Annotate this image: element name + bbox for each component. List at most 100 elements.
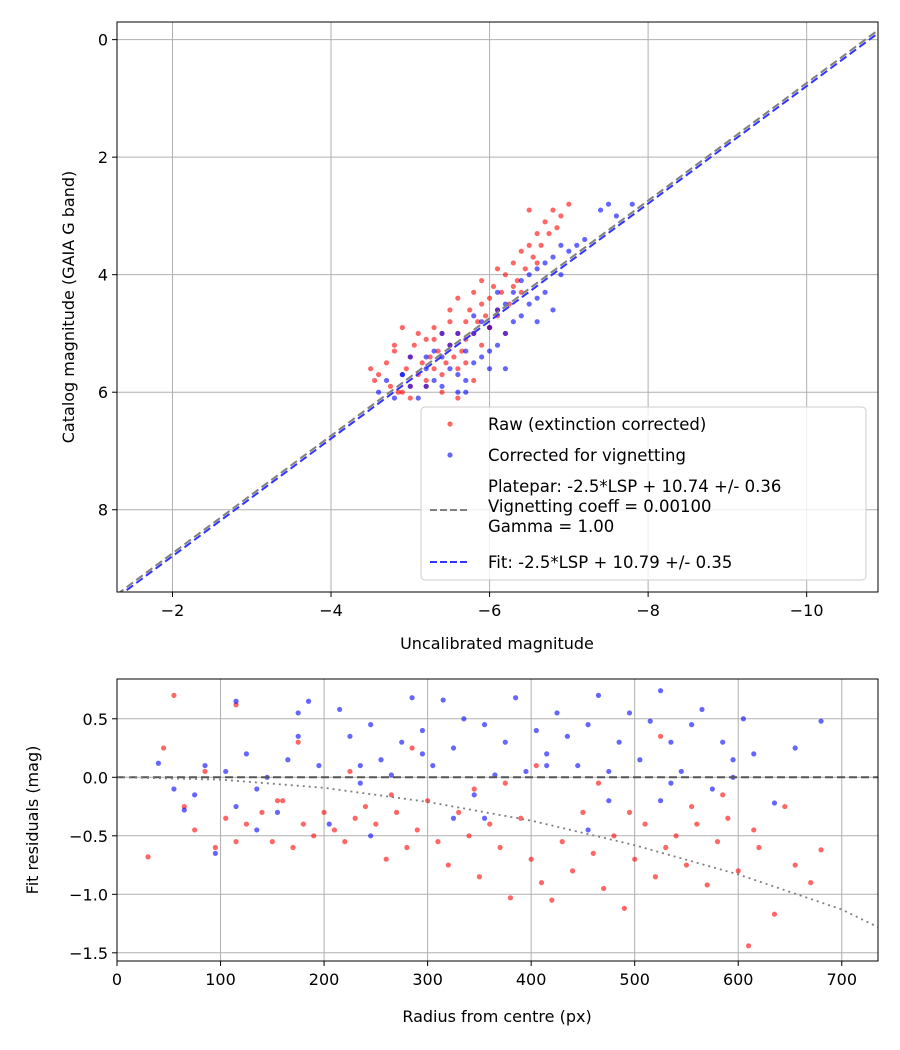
bottom-point-raw: [192, 827, 198, 833]
top-point-corrected: [463, 377, 469, 384]
bottom-point-raw: [145, 854, 151, 860]
bottom-point-corrected: [740, 716, 747, 722]
bottom-point-raw: [751, 827, 757, 833]
top-y-tick-label: 6: [98, 383, 108, 402]
bottom-point-raw: [476, 874, 482, 880]
top-point-corrected: [518, 313, 524, 319]
top-point-corrected: [479, 319, 485, 325]
top-point-corrected: [407, 354, 413, 360]
top-point-corrected: [471, 313, 477, 319]
bottom-point-raw: [373, 821, 379, 827]
bottom-point-corrected: [668, 739, 674, 745]
legend-marker-raw: [447, 421, 453, 427]
bottom-point-corrected: [357, 762, 363, 769]
bottom-line-3: [117, 776, 878, 928]
top-point-raw: [526, 242, 532, 248]
top-point-raw: [510, 260, 516, 266]
top-point-corrected: [526, 272, 532, 278]
bottom-point-corrected: [492, 772, 498, 778]
top-point-corrected: [455, 371, 461, 378]
bottom-point-corrected: [440, 697, 446, 703]
top-point-raw: [411, 342, 417, 348]
top-point-corrected: [526, 301, 532, 307]
legend-marker-corrected: [447, 452, 453, 458]
top-point-raw: [471, 377, 477, 384]
bottom-point-corrected: [471, 792, 477, 798]
bottom-point-corrected: [409, 695, 415, 701]
top-point-corrected: [510, 289, 516, 295]
top-point-raw: [375, 371, 382, 378]
top-point-raw: [494, 266, 501, 272]
bottom-point-raw: [259, 809, 265, 815]
bottom-point-corrected: [657, 798, 664, 804]
bottom-x-tick-label: 500: [619, 970, 650, 989]
bottom-point-raw: [808, 880, 814, 886]
top-x-tick-label: −6: [478, 601, 502, 620]
top-point-corrected: [463, 348, 469, 354]
top-point-corrected: [597, 207, 604, 213]
top-point-raw: [530, 254, 536, 260]
bottom-point-raw: [601, 885, 607, 892]
top-data-points: [118, 29, 878, 592]
top-x-tick-label: −4: [319, 601, 343, 620]
bottom-x-tick-label: 700: [826, 970, 857, 989]
top-point-corrected: [423, 354, 429, 360]
bottom-point-raw: [311, 833, 317, 839]
bottom-point-raw: [549, 897, 555, 903]
top-point-corrected: [574, 242, 580, 248]
bottom-point-raw: [295, 739, 301, 745]
bottom-point-raw: [362, 803, 369, 810]
bottom-point-raw: [223, 815, 229, 821]
bottom-point-raw: [404, 844, 410, 851]
bottom-point-raw: [626, 809, 633, 815]
top-point-raw: [391, 348, 398, 354]
top-point-raw: [463, 360, 469, 366]
bottom-point-raw: [689, 803, 695, 810]
top-point-raw: [534, 260, 540, 266]
top-point-corrected: [455, 389, 461, 395]
top-point-corrected: [375, 389, 382, 395]
bottom-point-corrected: [564, 733, 570, 739]
bottom-point-raw: [497, 844, 503, 851]
bottom-point-raw: [559, 839, 565, 845]
bottom-point-corrected: [378, 757, 384, 763]
bottom-point-raw: [393, 809, 400, 815]
bottom-point-corrected: [181, 807, 187, 813]
top-point-corrected: [582, 236, 588, 243]
bottom-point-raw: [657, 733, 664, 739]
bottom-point-raw: [720, 792, 726, 798]
bottom-point-corrected: [357, 780, 363, 786]
top-point-raw: [427, 354, 433, 360]
bottom-point-corrected: [295, 733, 301, 739]
bottom-point-corrected: [647, 718, 653, 724]
bottom-point-corrected: [626, 710, 633, 716]
bottom-point-corrected: [316, 762, 322, 769]
bottom-point-raw: [352, 815, 358, 821]
bottom-point-raw: [300, 821, 306, 827]
top-point-raw: [403, 366, 409, 372]
bottom-point-raw: [683, 862, 690, 868]
top-point-raw: [475, 319, 481, 325]
top-y-tick-label: 2: [98, 148, 108, 167]
bottom-point-corrected: [481, 815, 488, 821]
top-point-raw: [522, 266, 528, 272]
legend-label-platepar: Platepar: -2.5*LSP + 10.74 +/- 0.36 Vigne…: [488, 477, 781, 536]
top-point-corrected: [629, 201, 635, 207]
top-point-raw: [419, 360, 425, 366]
top-point-raw: [554, 225, 560, 231]
bottom-point-corrected: [450, 745, 457, 751]
bottom-point-raw: [466, 833, 472, 839]
bottom-point-corrected: [709, 786, 715, 792]
top-point-raw: [407, 395, 413, 401]
top-point-raw: [423, 377, 429, 384]
top-point-raw: [439, 389, 445, 395]
bottom-point-corrected: [544, 762, 550, 769]
bottom-point-corrected: [243, 751, 250, 757]
top-point-raw: [546, 230, 552, 237]
bottom-point-raw: [409, 745, 415, 751]
top-point-corrected: [447, 342, 453, 348]
top-point-raw: [435, 348, 441, 354]
top-point-corrected: [510, 319, 516, 325]
bottom-point-corrected: [513, 695, 519, 701]
bottom-point-corrected: [337, 706, 343, 713]
